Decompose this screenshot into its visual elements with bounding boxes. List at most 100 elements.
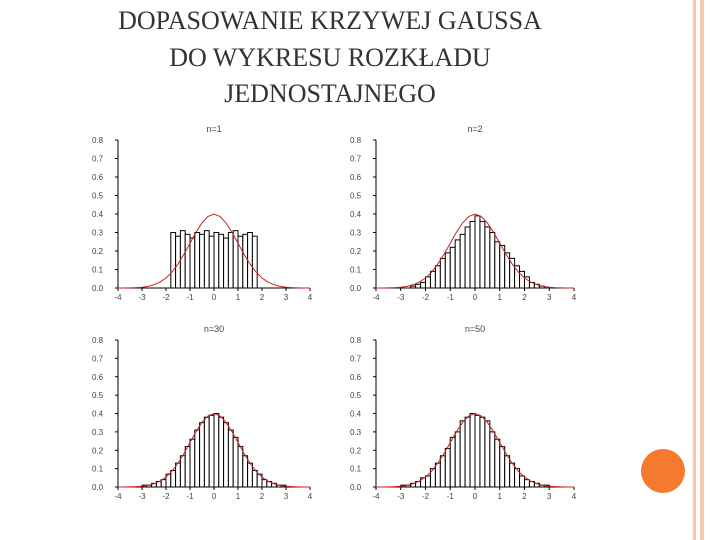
histogram-bar (199, 422, 205, 488)
histogram-bar (247, 462, 253, 488)
x-tick-label: 3 (547, 492, 552, 501)
y-tick-label: 0.0 (350, 483, 362, 492)
x-tick-label: 2 (522, 492, 527, 501)
histogram-bar (218, 416, 225, 488)
x-tick-label: 2 (522, 293, 527, 302)
y-tick-label: 0.2 (92, 446, 104, 455)
y-tick-label: 0.8 (92, 136, 104, 145)
y-tick-label: 0.1 (350, 266, 362, 275)
y-tick-label: 0.1 (92, 465, 104, 474)
y-tick-label: 0.5 (92, 192, 104, 201)
histogram-bar (175, 462, 181, 488)
chart-title: n=1 (206, 124, 221, 134)
histogram-bar (509, 462, 516, 488)
histogram-bar (223, 237, 229, 289)
gauss-curve (376, 413, 574, 488)
x-tick-label: -3 (397, 492, 405, 501)
x-tick-label: 1 (236, 293, 241, 302)
x-tick-label: -1 (186, 293, 194, 302)
border-line (700, 0, 704, 540)
histogram-bar (444, 447, 451, 488)
histogram-bar (454, 239, 461, 289)
histogram-bar (170, 469, 177, 488)
x-tick-label: 0 (212, 492, 217, 501)
y-tick-label: 0.4 (350, 410, 362, 419)
histogram-bar (227, 429, 234, 488)
gauss-curve (118, 413, 310, 488)
histogram-bar (410, 285, 417, 289)
histogram-bar (439, 455, 446, 488)
y-tick-label: 0.3 (350, 428, 362, 437)
histogram-bar (227, 232, 234, 289)
histogram-bar (415, 283, 422, 289)
histogram-bar (199, 233, 205, 289)
x-tick-label: -3 (138, 293, 146, 302)
histogram-bar (459, 420, 466, 488)
y-tick-label: 0.1 (350, 465, 362, 474)
histogram-bar (184, 446, 191, 488)
histogram-bar (474, 414, 481, 488)
y-tick-label: 0.8 (350, 336, 362, 345)
histogram-bar (242, 233, 249, 289)
histogram-bar (203, 230, 210, 289)
histogram-bar (484, 226, 491, 289)
x-tick-label: -3 (397, 293, 405, 302)
histogram-bar (499, 244, 506, 289)
histogram-bar (439, 257, 446, 289)
x-tick-label: 4 (308, 492, 313, 501)
x-tick-label: 1 (236, 492, 241, 501)
x-tick-label: -4 (114, 492, 122, 501)
chart-title: n=50 (465, 324, 485, 334)
histogram-bar (449, 436, 456, 488)
decor-circle (641, 449, 685, 493)
histogram-bar (449, 246, 456, 289)
histogram-bar (484, 420, 491, 488)
histogram-bar (504, 455, 511, 488)
x-tick-label: 0 (473, 492, 478, 501)
y-tick-label: 0.6 (92, 373, 104, 382)
histogram-bar (251, 469, 258, 488)
y-tick-label: 0.0 (92, 483, 104, 492)
y-tick-label: 0.0 (92, 284, 104, 293)
slide-title: DOPASOWANIE KRZYWEJ GAUSSA (118, 6, 542, 35)
x-tick-label: -2 (422, 492, 430, 501)
histogram-bar (444, 252, 451, 289)
x-tick-label: -1 (186, 492, 194, 501)
histogram-bar (232, 436, 239, 488)
x-tick-label: -4 (114, 293, 122, 302)
y-tick-label: 0.4 (92, 210, 104, 219)
y-tick-label: 0.0 (350, 284, 362, 293)
x-tick-label: 0 (212, 293, 217, 302)
histogram-bar (213, 413, 220, 488)
x-tick-label: -2 (162, 293, 170, 302)
histogram-bar (208, 235, 215, 289)
histogram-bar (494, 241, 501, 289)
border-line (693, 0, 696, 540)
histogram-bar (242, 455, 249, 488)
histogram-bar (469, 413, 476, 488)
histogram-bar (489, 232, 496, 289)
histogram-bar (509, 257, 516, 289)
histogram-bar (524, 479, 530, 488)
x-tick-label: 3 (284, 293, 289, 302)
y-tick-label: 0.8 (92, 336, 104, 345)
y-tick-label: 0.6 (350, 373, 362, 382)
histogram-bar (251, 235, 258, 289)
x-tick-label: -4 (372, 492, 380, 501)
histogram-bar (489, 431, 496, 488)
histogram-bar (474, 215, 481, 289)
x-tick-label: 1 (498, 492, 503, 501)
y-tick-label: 0.3 (92, 229, 104, 238)
y-tick-label: 0.2 (92, 247, 104, 256)
y-tick-label: 0.2 (350, 247, 362, 256)
histogram-bar (170, 232, 177, 289)
y-tick-label: 0.7 (350, 155, 362, 164)
histogram-bar (514, 265, 521, 289)
y-tick-label: 0.4 (350, 210, 362, 219)
x-tick-label: 4 (308, 293, 313, 302)
histogram-bar (184, 233, 191, 289)
y-tick-label: 0.2 (350, 446, 362, 455)
y-tick-label: 0.4 (92, 410, 104, 419)
